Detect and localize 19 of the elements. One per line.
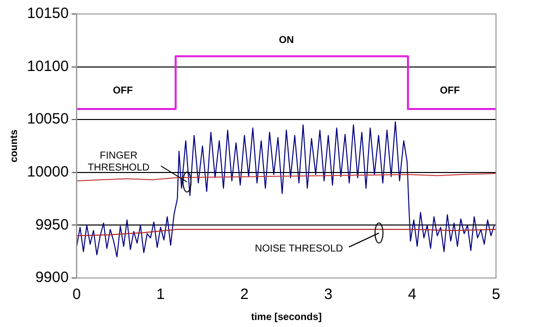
x-tick-label: 2 — [240, 286, 249, 304]
y-tick-label: 9950 — [35, 216, 69, 234]
y-tick-label: 10050 — [26, 110, 69, 128]
annotation: NOISE THRESOLD — [254, 244, 344, 255]
y-axis-title: counts — [8, 129, 20, 162]
x-tick-label: 5 — [492, 286, 500, 304]
y-tick-label: 10150 — [26, 5, 69, 22]
annotation: OFF — [112, 85, 133, 96]
y-tick-label: 10000 — [26, 164, 69, 181]
x-tick-label: 3 — [324, 286, 332, 304]
x-tick-label: 4 — [408, 286, 416, 304]
annotation: ON — [278, 35, 294, 46]
x-axis-title: time [seconds] — [251, 312, 322, 323]
x-tick-label: 0 — [72, 286, 81, 304]
y-tick-label: 10100 — [26, 58, 69, 75]
annotation: OFF — [440, 85, 460, 96]
x-tick-label: 1 — [156, 286, 165, 304]
annotation: FINGER THRESHOLD — [88, 150, 150, 174]
y-tick-label: 9900 — [35, 269, 69, 286]
